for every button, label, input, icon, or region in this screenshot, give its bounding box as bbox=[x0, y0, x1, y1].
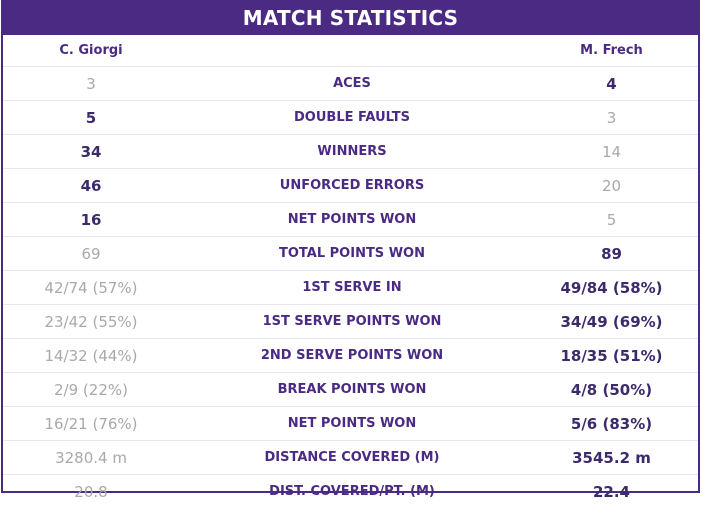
stat-right-value: 5/6 (83%) bbox=[570, 414, 653, 433]
stat-right-value: 14 bbox=[601, 142, 622, 161]
player-left-name: C. Giorgi bbox=[59, 43, 123, 58]
stat-row: 16/21 (76%) NET POINTS WON 5/6 (83%) bbox=[3, 407, 698, 441]
stat-label: BREAK POINTS WON bbox=[277, 382, 427, 397]
stat-row: 34 WINNERS 14 bbox=[3, 135, 698, 169]
stat-label: DIST. COVERED/PT. (M) bbox=[269, 484, 435, 499]
stat-row: 3280.4 m DISTANCE COVERED (M) 3545.2 m bbox=[3, 441, 698, 475]
stat-left-value: 5 bbox=[85, 108, 97, 127]
stat-row: 20.8 DIST. COVERED/PT. (M) 22.4 bbox=[3, 475, 698, 508]
stat-left-value: 34 bbox=[80, 142, 102, 161]
stat-label: 1ST SERVE POINTS WON bbox=[262, 314, 442, 329]
stat-label: WINNERS bbox=[317, 144, 387, 159]
stat-row: 46 UNFORCED ERRORS 20 bbox=[3, 169, 698, 203]
stat-left-value: 20.8 bbox=[74, 482, 108, 501]
stat-label: DISTANCE COVERED (M) bbox=[264, 450, 440, 465]
stat-right-value: 3545.2 m bbox=[572, 448, 651, 467]
stat-right-value: 89 bbox=[601, 244, 622, 263]
stat-row: 16 NET POINTS WON 5 bbox=[3, 203, 698, 237]
stat-label: NET POINTS WON bbox=[287, 212, 417, 227]
stat-label: TOTAL POINTS WON bbox=[279, 246, 425, 261]
stat-label: 2ND SERVE POINTS WON bbox=[260, 348, 444, 363]
page-title: MATCH STATISTICS bbox=[242, 5, 459, 30]
stat-left-value: 14/32 (44%) bbox=[44, 346, 138, 365]
stat-row: 14/32 (44%) 2ND SERVE POINTS WON 18/35 (51… bbox=[3, 339, 698, 373]
player-right-name: M. Frech bbox=[580, 43, 643, 58]
stat-right-value: 4/8 (50%) bbox=[570, 380, 653, 399]
stat-right-value: 5 bbox=[606, 210, 617, 229]
stat-row: 2/9 (22%) BREAK POINTS WON 4/8 (50%) bbox=[3, 373, 698, 407]
stat-label: DOUBLE FAULTS bbox=[294, 110, 410, 125]
stat-right-value: 34/49 (69%) bbox=[560, 312, 663, 331]
stat-left-value: 16/21 (76%) bbox=[44, 414, 138, 433]
stat-right-value: 3 bbox=[606, 108, 617, 127]
stat-row: 69 TOTAL POINTS WON 89 bbox=[3, 237, 698, 271]
stat-left-value: 2/9 (22%) bbox=[54, 380, 128, 399]
stat-row: 42/74 (57%) 1ST SERVE IN 49/84 (58%) bbox=[3, 271, 698, 305]
stat-label: ACES bbox=[333, 76, 371, 91]
stat-right-value: 4 bbox=[606, 74, 617, 93]
stat-left-value: 3280.4 m bbox=[55, 448, 127, 467]
stat-left-value: 16 bbox=[80, 210, 102, 229]
stat-left-value: 46 bbox=[80, 176, 102, 195]
stat-left-value: 23/42 (55%) bbox=[44, 312, 138, 331]
stat-right-value: 20 bbox=[601, 176, 622, 195]
stat-label: NET POINTS WON bbox=[287, 416, 417, 431]
player-header-row: C. Giorgi M. Frech bbox=[3, 35, 698, 67]
stats-table-body: 3 ACES 4 5 DOUBLE FAULTS 3 34 WINNERS 14 46 UNFORC… bbox=[3, 67, 698, 508]
stat-left-value: 69 bbox=[81, 244, 101, 263]
stat-row: 23/42 (55%) 1ST SERVE POINTS WON 34/49 (69… bbox=[3, 305, 698, 339]
stat-label: UNFORCED ERRORS bbox=[279, 178, 425, 193]
stat-left-value: 3 bbox=[86, 74, 96, 93]
stat-row: 3 ACES 4 bbox=[3, 67, 698, 101]
header-bar: MATCH STATISTICS bbox=[3, 0, 698, 35]
stat-left-value: 42/74 (57%) bbox=[44, 278, 138, 297]
stat-row: 5 DOUBLE FAULTS 3 bbox=[3, 101, 698, 135]
stat-right-value: 22.4 bbox=[592, 482, 630, 501]
stat-right-value: 49/84 (58%) bbox=[560, 278, 663, 297]
stat-label: 1ST SERVE IN bbox=[302, 280, 402, 295]
stat-right-value: 18/35 (51%) bbox=[560, 346, 663, 365]
